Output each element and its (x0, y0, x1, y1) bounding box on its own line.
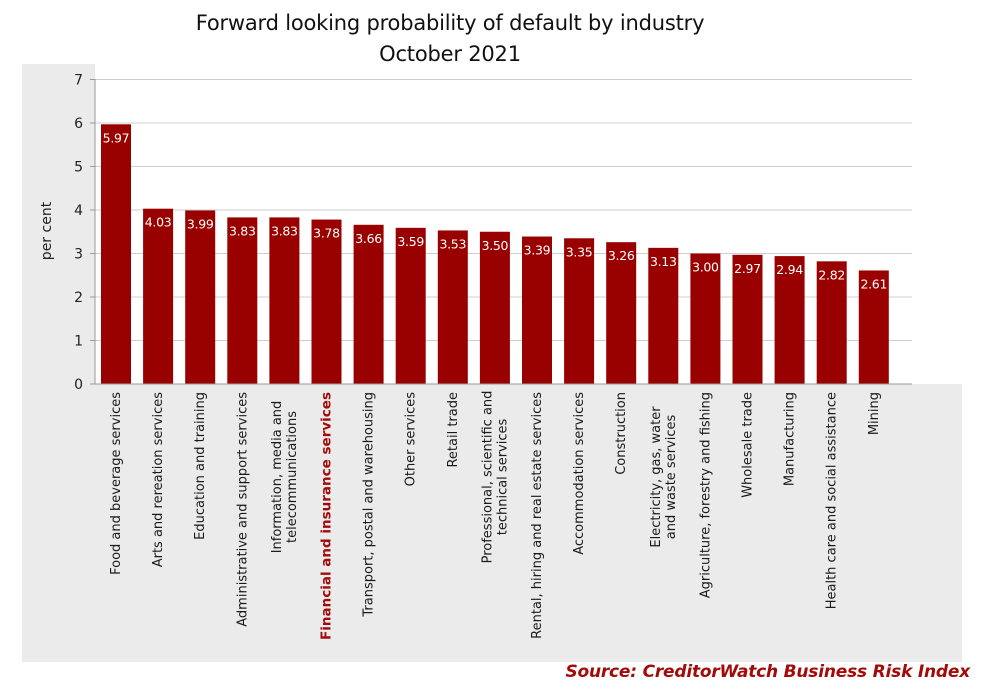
x-tick-label: Professional, scientific and (480, 391, 495, 564)
data-label: 3.53 (439, 236, 466, 251)
data-label: 3.59 (397, 234, 424, 249)
data-label: 2.97 (734, 261, 761, 276)
y-tick-label: 3 (74, 247, 83, 263)
x-axis-labels: Food and beverage services Arts and rerea… (109, 391, 882, 640)
y-tick-label: 7 (74, 73, 83, 89)
x-tick-label: Food and beverage services (109, 392, 124, 575)
data-label: 2.61 (860, 276, 887, 291)
data-label: 3.35 (566, 244, 593, 259)
bar (185, 210, 216, 384)
data-label: 3.83 (229, 223, 256, 238)
x-tick-label: Manufacturing (783, 392, 798, 486)
chart-subtitle: October 2021 (379, 42, 521, 66)
data-label: 4.03 (145, 215, 172, 230)
y-tick-label: 1 (74, 334, 83, 350)
y-tick-label: 4 (74, 203, 83, 219)
data-label: 2.82 (818, 267, 845, 282)
data-label: 3.39 (524, 243, 551, 258)
bars (101, 124, 889, 385)
x-tick-label: Administrative and support services (235, 392, 250, 627)
data-label: 3.00 (692, 260, 719, 275)
x-tick-label: Wholesale trade (741, 392, 756, 498)
x-tick-label: and waste services (664, 415, 679, 540)
x-tick-label: Construction (614, 392, 629, 475)
data-label: 3.83 (271, 223, 298, 238)
value-labels: 5.97 4.03 3.99 3.83 3.83 3.78 3.66 3.59 3.53 3.50… (103, 130, 888, 291)
bar (395, 227, 426, 384)
bar (269, 217, 300, 384)
y-tick-label: 2 (74, 290, 83, 306)
bar (858, 270, 889, 384)
x-tick-label: Rental, hiring and real estate services (530, 392, 545, 639)
x-tick-label: Agriculture, forestry and fishing (698, 392, 713, 598)
x-tick-label: Retail trade (446, 392, 461, 468)
bar (353, 224, 384, 384)
y-tick-label: 5 (74, 160, 83, 176)
x-tick-label: telecommunications (285, 411, 300, 543)
bar (311, 219, 342, 384)
bar (816, 261, 847, 384)
bar (479, 231, 510, 384)
bar (101, 124, 131, 385)
data-label: 3.99 (187, 216, 214, 231)
bar (227, 217, 258, 384)
bar (774, 256, 805, 384)
x-tick-label: Other services (404, 392, 419, 487)
y-tick-label: 6 (74, 116, 83, 132)
data-label: 3.50 (482, 238, 509, 253)
y-axis-title: per cent (39, 201, 55, 260)
y-axis-ticks: 0 1 2 3 4 5 6 7 (74, 73, 95, 393)
x-tick-label: Information, media and (270, 401, 285, 554)
bar (648, 247, 679, 384)
x-tick-label: Arts and rereation services (151, 392, 166, 568)
data-label: 5.97 (103, 130, 130, 145)
x-tick-label: Financial and insurance services (319, 392, 335, 640)
bar (143, 208, 174, 384)
x-tick-label: Health care and social assistance (825, 392, 840, 609)
bar (606, 242, 637, 384)
x-tick-label: Accommodation services (572, 392, 587, 555)
x-tick-label: Education and training (193, 392, 208, 540)
x-tick-label: Transport, postal and warehousing (362, 392, 377, 618)
bar (522, 236, 552, 384)
bar (690, 253, 721, 384)
x-tick-label: Electricity, gas, water (649, 406, 664, 548)
data-label: 2.94 (776, 262, 803, 277)
bar (564, 238, 595, 384)
y-tick-label: 0 (74, 377, 83, 393)
data-label: 3.78 (313, 226, 340, 241)
chart-title: Forward looking probability of default b… (195, 11, 705, 35)
x-tick-label: Mining (867, 392, 882, 435)
bar (437, 230, 468, 384)
data-label: 3.13 (650, 254, 677, 269)
x-tick-label: technical services (495, 419, 510, 536)
bar (732, 254, 763, 384)
data-label: 3.66 (355, 231, 382, 246)
source-note: Source: CreditorWatch Business Risk Inde… (565, 662, 970, 682)
data-label: 3.26 (608, 248, 635, 263)
